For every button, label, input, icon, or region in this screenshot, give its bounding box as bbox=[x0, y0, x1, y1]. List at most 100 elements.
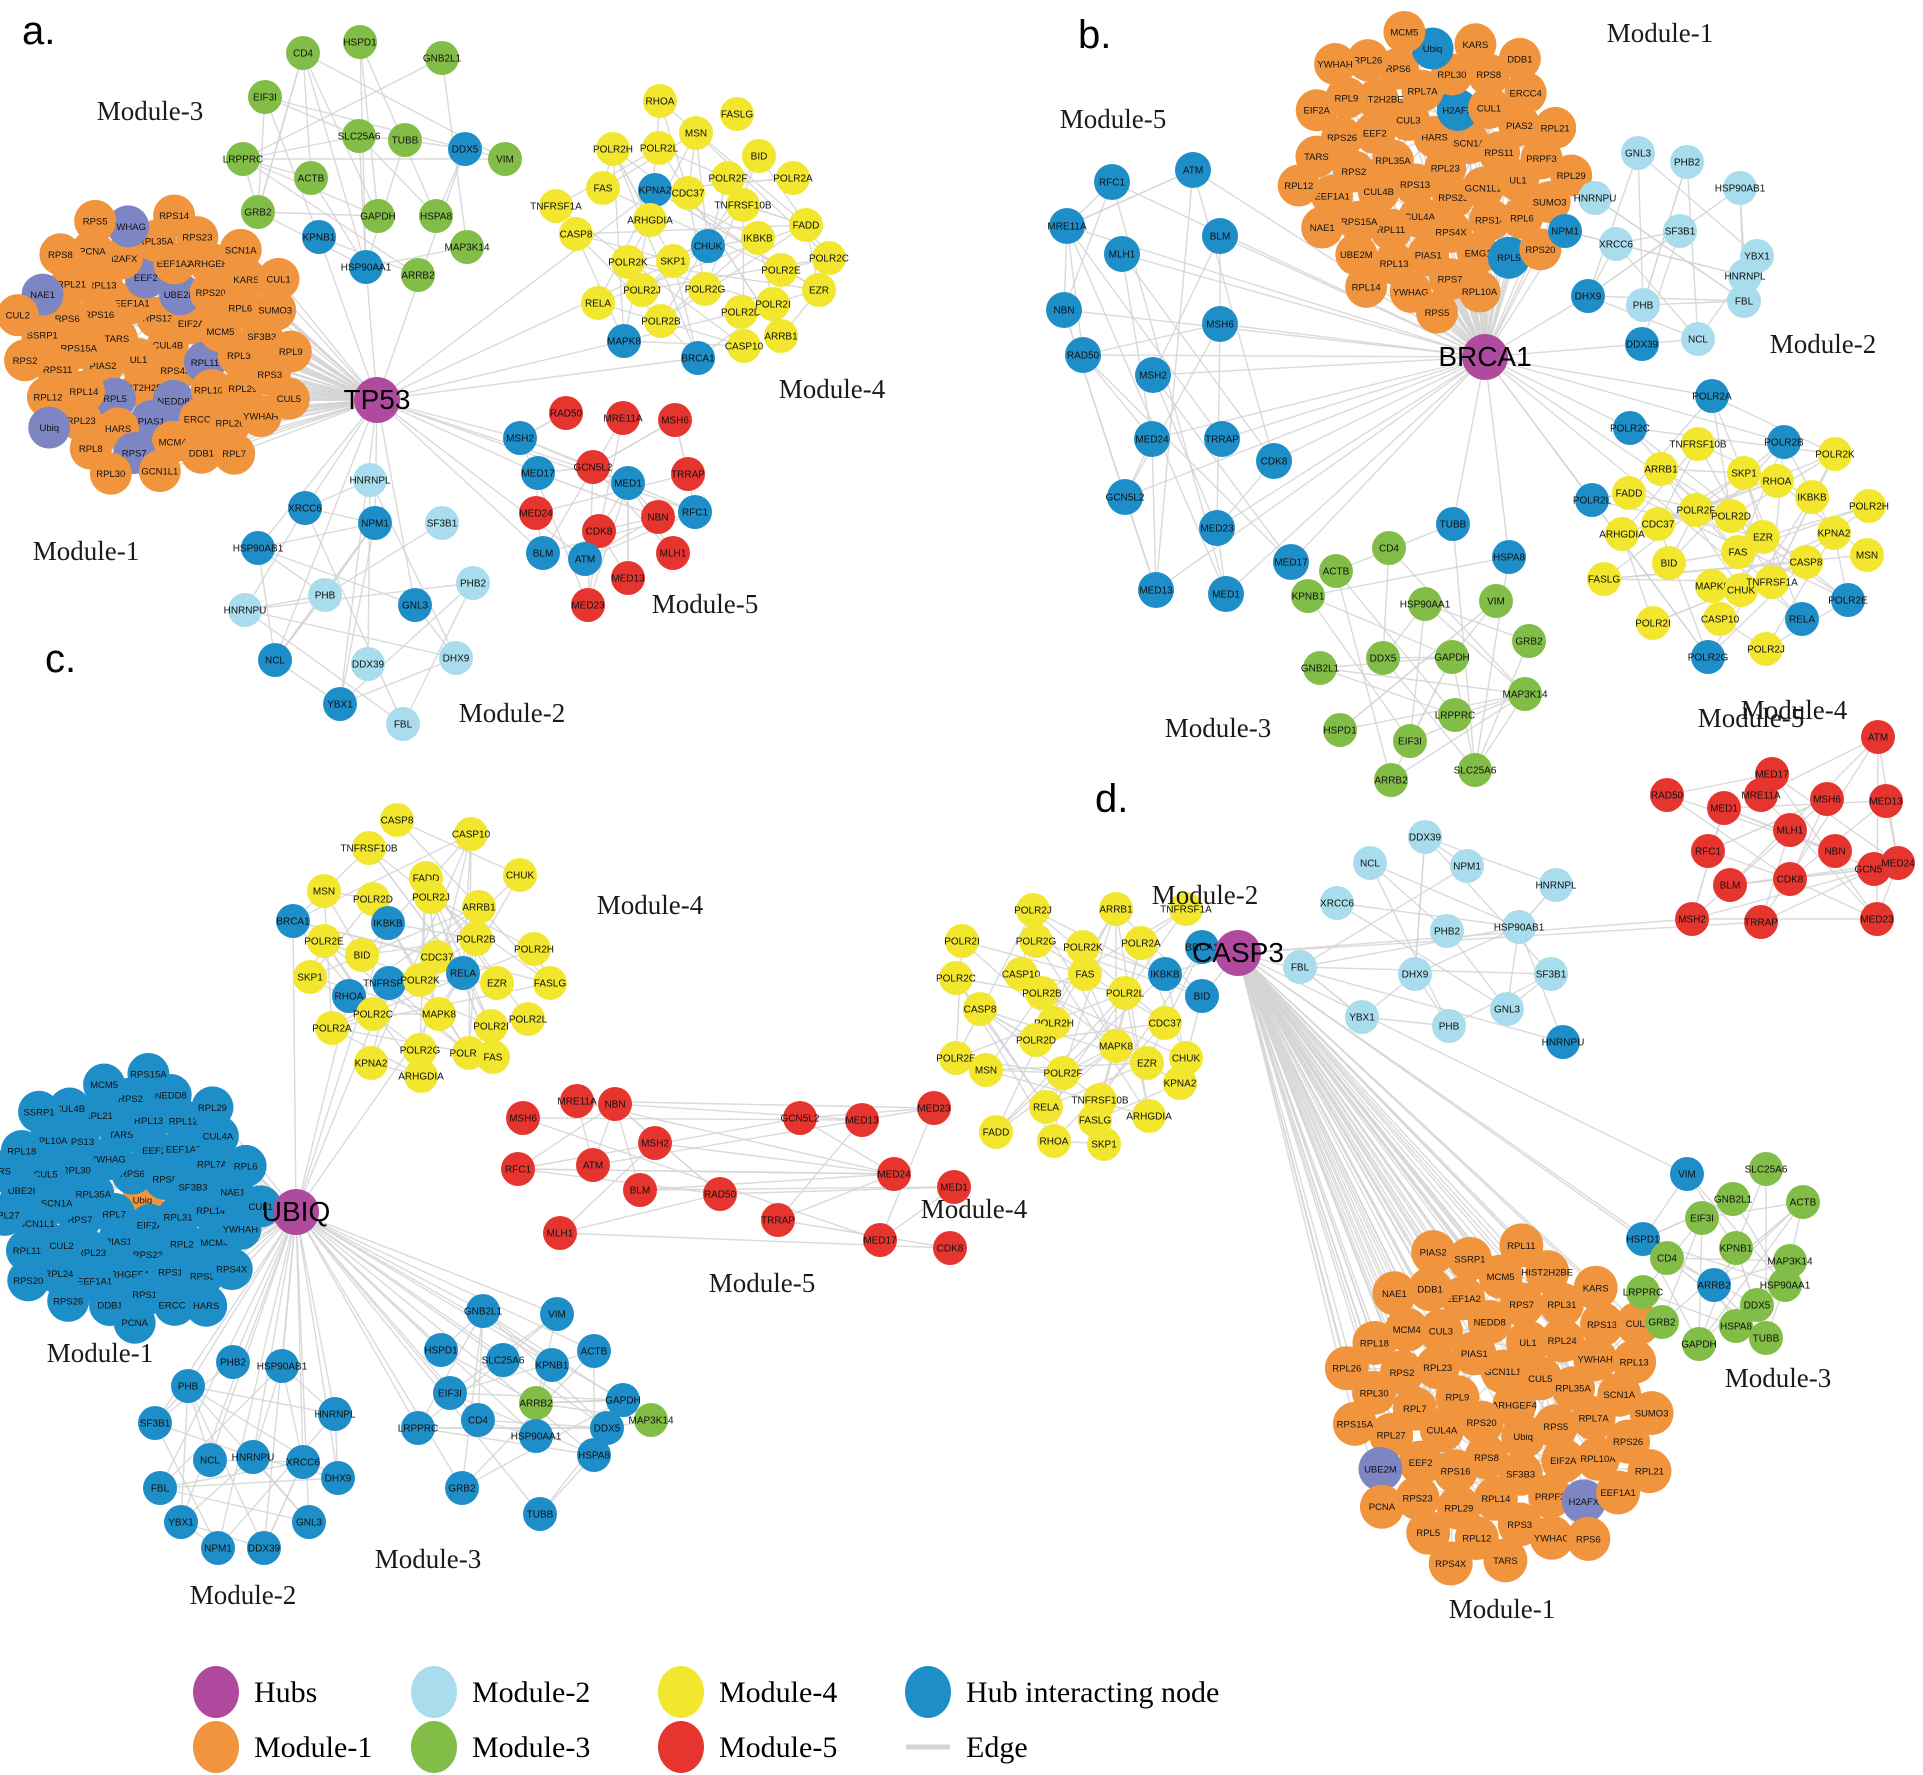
node-a-POLR2F: POLR2F bbox=[709, 161, 748, 195]
panel-c-labels: Module-1 Module-4 Module-5 Module-2 Module-3… bbox=[45, 637, 815, 1610]
node-label: RFC1 bbox=[682, 508, 709, 519]
node-label: EZR bbox=[1137, 1059, 1157, 1070]
node-label: BID bbox=[1661, 559, 1678, 570]
node-label: RPL21 bbox=[1635, 1467, 1664, 1478]
node-label: RPS13 bbox=[1587, 1320, 1617, 1331]
node-a-HSP90AA1: HSP90AA1 bbox=[341, 250, 392, 284]
node-label: PCNA bbox=[121, 1318, 148, 1329]
node-a-CHUK: CHUK bbox=[691, 229, 725, 263]
node-label: RPS20 bbox=[1467, 1418, 1497, 1429]
node-b-POLR2K: POLR2K bbox=[1815, 437, 1855, 471]
node-label: RPL23 bbox=[77, 1248, 106, 1259]
node-label: BID bbox=[354, 951, 371, 962]
node-label: MED24 bbox=[519, 509, 553, 520]
node-label: RPL6 bbox=[234, 1161, 258, 1172]
node-c-HSP90AB1: HSP90AB1 bbox=[257, 1349, 308, 1383]
node-label: CUL4A bbox=[203, 1132, 234, 1143]
node-d-DDB1: DDB1 bbox=[1408, 1267, 1453, 1312]
node-b-NBN: NBN bbox=[1046, 292, 1082, 328]
node-c-MAP3K14: MAP3K14 bbox=[628, 1403, 674, 1437]
node-a-GCN5L2: GCN5L2 bbox=[574, 450, 613, 484]
node-label: RPL30 bbox=[1360, 1388, 1389, 1399]
node-d-MSH6: MSH6 bbox=[1810, 782, 1844, 816]
node-c-CDK8: CDK8 bbox=[933, 1231, 967, 1265]
node-d-HSPA8: HSPA8 bbox=[1719, 1309, 1753, 1343]
node-label: KPNA2 bbox=[1164, 1079, 1197, 1090]
node-label: GNB2L1 bbox=[464, 1307, 503, 1318]
node-label: DHX9 bbox=[325, 1474, 352, 1485]
node-label: FADD bbox=[413, 874, 440, 885]
node-d-RPS13: RPS13 bbox=[1580, 1302, 1625, 1347]
node-label: NBN bbox=[1053, 306, 1074, 317]
node-a-PHB: PHB bbox=[308, 578, 342, 612]
node-label: TUBB bbox=[1753, 1334, 1780, 1345]
node-b-TUBB: TUBB bbox=[1436, 507, 1470, 541]
node-label: PHB2 bbox=[220, 1358, 247, 1369]
node-c-RPL11: RPL11 bbox=[5, 1229, 48, 1272]
node-a-RELA: RELA bbox=[581, 286, 615, 320]
node-c-RFC1: RFC1 bbox=[501, 1152, 535, 1186]
node-label: RPS13 bbox=[1400, 180, 1430, 191]
node-b-SKP1: SKP1 bbox=[1727, 456, 1761, 490]
node-label: RPL14 bbox=[1352, 282, 1381, 293]
node-label: TRRAP bbox=[671, 470, 705, 481]
node-a-BID: BID bbox=[742, 139, 776, 173]
node-label: RPL8 bbox=[79, 444, 103, 455]
node-b-MAP3K14: MAP3K14 bbox=[1502, 677, 1548, 711]
node-b-GAPDH: GAPDH bbox=[1434, 640, 1470, 674]
module-label-b-module3: Module-3 bbox=[1165, 713, 1271, 743]
node-label: RPL7A bbox=[197, 1159, 228, 1170]
node-a-Ubiq: Ubiq bbox=[28, 406, 71, 449]
node-b-RPL11: RPL11 bbox=[1370, 208, 1413, 251]
node-label: EZR bbox=[809, 286, 829, 297]
node-d-HNRNPU: HNRNPU bbox=[1542, 1025, 1584, 1059]
node-c-BLM: BLM bbox=[623, 1173, 657, 1207]
node-label: UBE2M bbox=[1340, 250, 1373, 261]
node-label: SF3B1 bbox=[140, 1419, 171, 1430]
node-label: RPS16 bbox=[84, 310, 114, 321]
node-b-GCN1L1: GCN1L1 bbox=[1462, 166, 1505, 209]
node-label: BRCA1 bbox=[1185, 943, 1219, 954]
node-label: YWHAG bbox=[110, 222, 146, 233]
module-label-a-module3: Module-3 bbox=[97, 96, 203, 126]
node-label: DDX5 bbox=[452, 145, 479, 156]
node-label: TNFRSF1A bbox=[363, 979, 415, 990]
node-d-POLR2D: POLR2D bbox=[1016, 1023, 1056, 1057]
node-a-POLR2G: POLR2G bbox=[685, 272, 726, 306]
node-b-POLR2J: POLR2J bbox=[1747, 632, 1785, 666]
node-label: POLR2F bbox=[709, 174, 748, 185]
node-c-POLR2C: POLR2C bbox=[353, 997, 393, 1031]
node-label: UBE2M bbox=[164, 290, 197, 301]
node-label: FASLG bbox=[721, 110, 753, 121]
node-a-RPS2: RPS2 bbox=[4, 339, 47, 382]
node-label: GNL3 bbox=[1625, 149, 1652, 160]
node-a-MED1: MED1 bbox=[611, 466, 645, 500]
panel-d-labels: Module-1 Module-2 Module-5 Module-4 Module-3… bbox=[921, 703, 1831, 1624]
node-b-EMG1: EMG1 bbox=[1457, 231, 1500, 274]
node-d-RPL24: RPL24 bbox=[1540, 1318, 1585, 1363]
node-label: DDX39 bbox=[248, 1544, 281, 1555]
node-a-POLR2K: POLR2K bbox=[608, 245, 648, 279]
node-c-TRRAP: TRRAP bbox=[761, 1203, 795, 1237]
node-label: ERCC4 bbox=[184, 415, 216, 426]
node-label: PHB2 bbox=[1674, 158, 1701, 169]
node-d-CASP8: CASP8 bbox=[963, 992, 997, 1026]
node-label: NAE1 bbox=[1382, 1289, 1407, 1300]
node-a-MSH2: MSH2 bbox=[503, 421, 537, 455]
node-label: CDK8 bbox=[586, 527, 613, 538]
node-a-RPL30: RPL30 bbox=[89, 452, 132, 495]
node-label: LRPPRC bbox=[1435, 711, 1476, 722]
node-label: RPS26 bbox=[1613, 1437, 1643, 1448]
node-d-DHX9: DHX9 bbox=[1398, 957, 1432, 991]
node-b-BLM: BLM bbox=[1202, 218, 1238, 254]
node-c-ARRB2: ARRB2 bbox=[519, 1386, 553, 1420]
node-label: RELA bbox=[585, 299, 611, 310]
node-label: Ubiq bbox=[1513, 1432, 1533, 1443]
node-label: MCM4 bbox=[200, 1238, 228, 1249]
node-label: CUL4A bbox=[1427, 1425, 1458, 1436]
node-label: EIF2A bbox=[1550, 1456, 1577, 1467]
node-label: MLH1 bbox=[547, 1229, 574, 1240]
node-label: EIF2A bbox=[178, 319, 205, 330]
node-a-FBL: FBL bbox=[386, 707, 420, 741]
node-d-PCNA: PCNA bbox=[1359, 1484, 1404, 1529]
